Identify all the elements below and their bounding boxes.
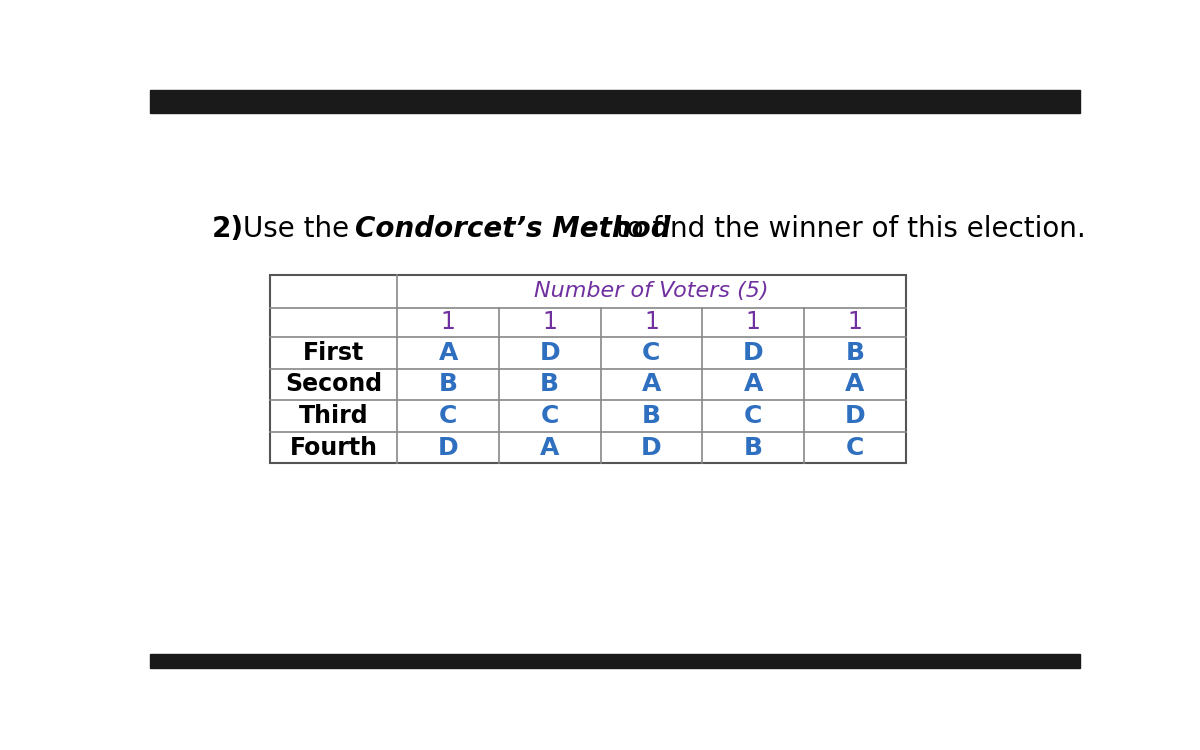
- Text: Third: Third: [299, 404, 368, 428]
- Bar: [270, 274, 906, 464]
- Text: D: D: [540, 340, 560, 364]
- Text: B: B: [540, 373, 559, 397]
- Text: D: D: [438, 436, 458, 460]
- Text: B: B: [845, 340, 864, 364]
- Text: C: C: [642, 340, 661, 364]
- Text: 1: 1: [440, 310, 456, 334]
- Text: to find the winner of this election.: to find the winner of this election.: [607, 214, 1086, 242]
- Text: C: C: [846, 436, 864, 460]
- Text: A: A: [642, 373, 661, 397]
- Text: Use the: Use the: [242, 214, 358, 242]
- Text: A: A: [438, 340, 457, 364]
- Text: 1: 1: [745, 310, 761, 334]
- Text: Number of Voters (5): Number of Voters (5): [534, 281, 769, 302]
- Text: Fourth: Fourth: [289, 436, 378, 460]
- Text: B: B: [642, 404, 661, 428]
- Text: C: C: [439, 404, 457, 428]
- Text: D: D: [641, 436, 661, 460]
- Text: 2): 2): [212, 214, 244, 242]
- Text: 1: 1: [644, 310, 659, 334]
- Text: 1: 1: [847, 310, 863, 334]
- Text: First: First: [304, 340, 365, 364]
- Text: B: B: [744, 436, 763, 460]
- Text: A: A: [744, 373, 763, 397]
- Text: A: A: [845, 373, 864, 397]
- Text: D: D: [845, 404, 865, 428]
- Text: B: B: [438, 373, 457, 397]
- Bar: [150, 90, 1080, 113]
- Text: 1: 1: [542, 310, 557, 334]
- Text: A: A: [540, 436, 559, 460]
- Text: Second: Second: [286, 373, 383, 397]
- Text: D: D: [743, 340, 763, 364]
- Text: C: C: [744, 404, 762, 428]
- Text: C: C: [540, 404, 559, 428]
- Bar: [150, 654, 1080, 668]
- Text: Condorcet’s Method: Condorcet’s Method: [355, 214, 671, 242]
